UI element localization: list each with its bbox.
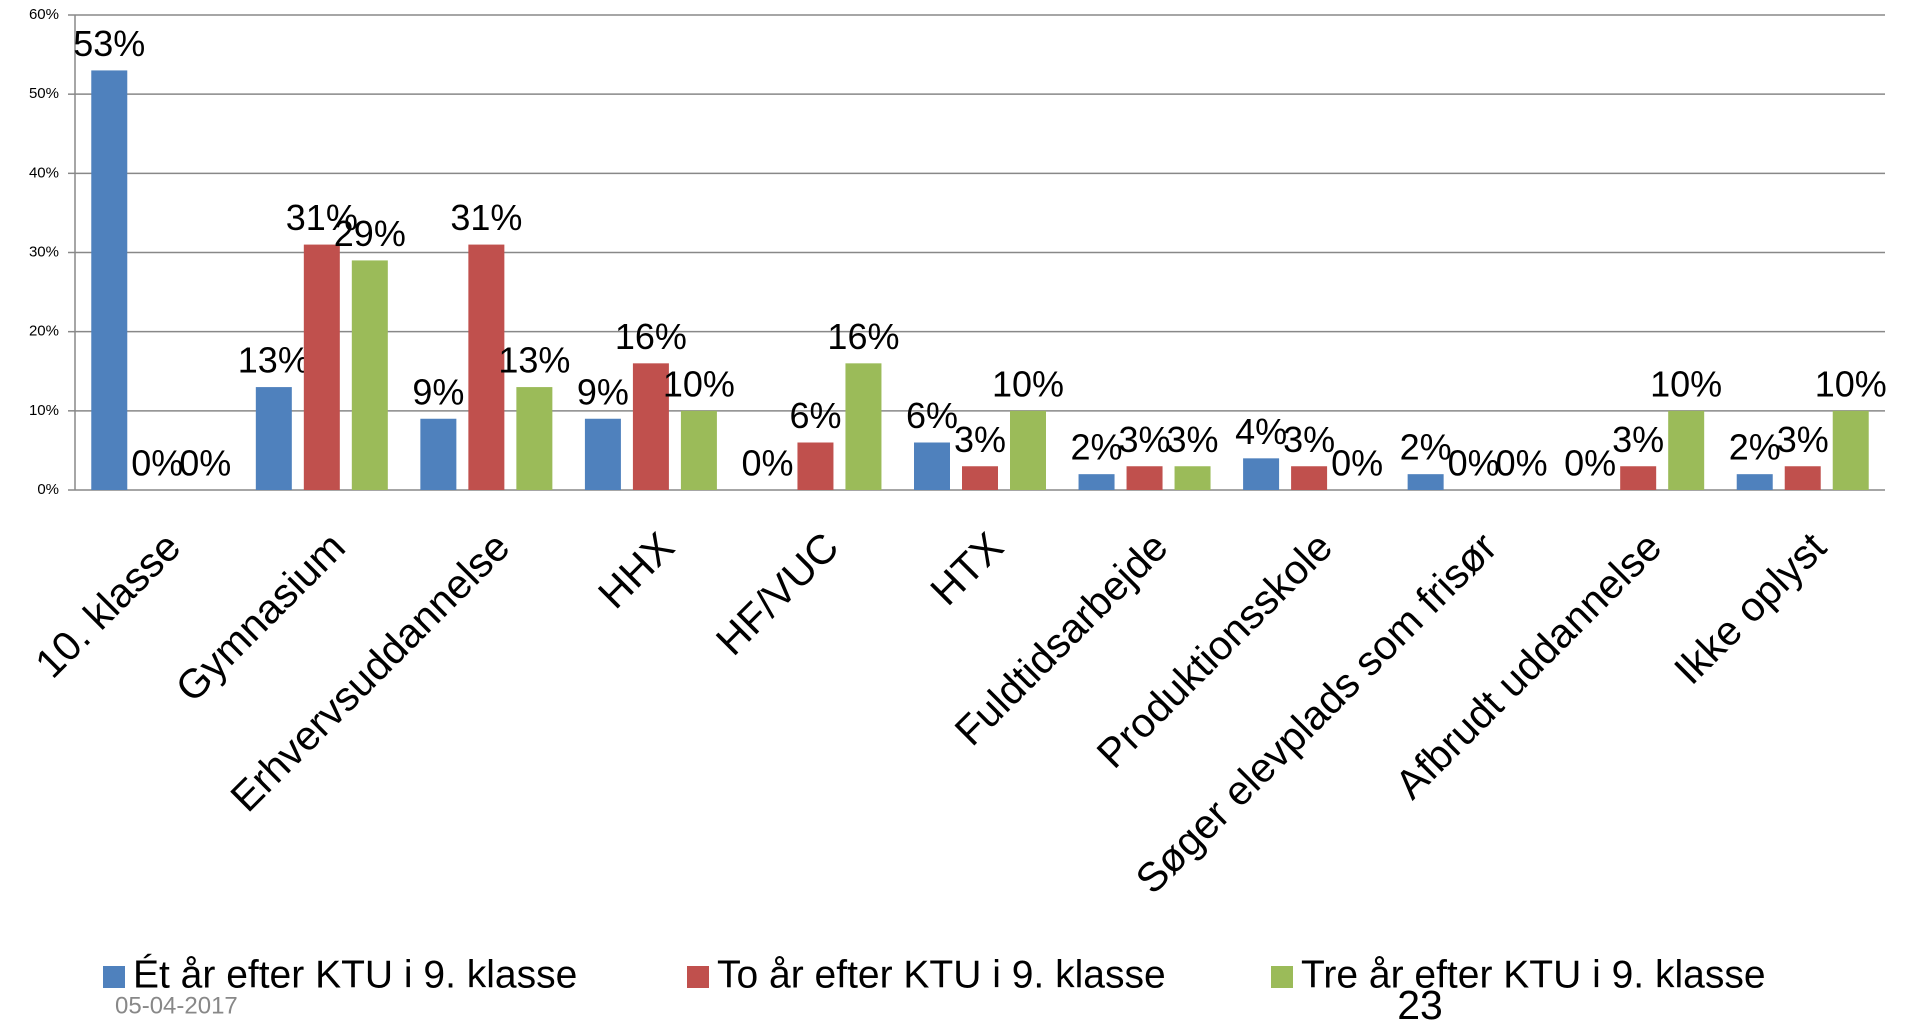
data-label: 16% xyxy=(615,316,687,357)
data-label: 4% xyxy=(1235,411,1287,452)
bar xyxy=(962,466,998,490)
y-tick-label: 20% xyxy=(29,323,59,340)
data-label: 10% xyxy=(992,363,1064,404)
bar xyxy=(1736,474,1773,490)
data-label: 3% xyxy=(1119,419,1171,460)
bar xyxy=(680,410,717,490)
y-tick-label: 10% xyxy=(29,402,59,419)
data-label: 9% xyxy=(412,371,464,412)
legend-label: Ét år efter KTU i 9. klasse xyxy=(133,953,577,996)
x-tick-label: HTX xyxy=(922,523,1013,614)
bar xyxy=(255,387,292,490)
data-label: 2% xyxy=(1729,427,1781,468)
bar xyxy=(914,442,950,490)
data-label: 16% xyxy=(827,316,899,357)
data-label: 2% xyxy=(1400,427,1452,468)
data-label: 31% xyxy=(450,197,522,238)
data-label: 10% xyxy=(1815,363,1887,404)
legend-label: To år efter KTU i 9. klasse xyxy=(717,953,1166,996)
bar xyxy=(1291,466,1328,490)
x-tick-label: HHX xyxy=(589,523,683,617)
bar xyxy=(584,418,621,490)
data-label: 13% xyxy=(238,340,310,381)
data-label: 6% xyxy=(906,395,958,436)
data-label: 3% xyxy=(1283,419,1335,460)
data-label: 10% xyxy=(1650,363,1722,404)
bar xyxy=(351,260,388,490)
x-tick-label: HF/VUC xyxy=(707,523,847,663)
data-label: 29% xyxy=(334,213,406,254)
y-tick-label: 60% xyxy=(29,6,59,23)
bar xyxy=(1784,466,1821,490)
data-label: 0% xyxy=(179,443,231,484)
bar xyxy=(1668,410,1705,490)
data-label: 10% xyxy=(663,363,735,404)
x-tick-label: 10. klasse xyxy=(26,523,189,686)
data-label: 0% xyxy=(1564,443,1616,484)
bar xyxy=(1832,410,1869,490)
bar xyxy=(632,363,669,490)
y-tick-label: 0% xyxy=(37,481,59,498)
data-label: 0% xyxy=(1496,443,1548,484)
bar xyxy=(1010,410,1046,490)
data-label: 31% xyxy=(286,197,358,238)
footer-date: 05-04-2017 xyxy=(115,992,238,1019)
data-label: 0% xyxy=(131,443,183,484)
legend-label: Tre år efter KTU i 9. klasse xyxy=(1301,953,1766,996)
bar xyxy=(1407,474,1444,490)
data-label: 0% xyxy=(1331,443,1383,484)
bar xyxy=(303,244,340,490)
data-label: 3% xyxy=(954,419,1006,460)
bar xyxy=(797,442,834,490)
bar xyxy=(1078,474,1115,490)
bar xyxy=(845,363,882,490)
data-label: 3% xyxy=(1167,419,1219,460)
bar xyxy=(91,70,128,491)
data-label: 3% xyxy=(1612,419,1664,460)
bar xyxy=(1174,466,1211,490)
bar xyxy=(516,387,553,490)
y-tick-label: 50% xyxy=(29,85,59,102)
data-label: 53% xyxy=(73,23,145,64)
data-label: 0% xyxy=(741,443,793,484)
page-number: 23 xyxy=(1397,982,1443,1023)
bar xyxy=(1126,466,1163,490)
bar xyxy=(1620,466,1657,490)
y-tick-label: 40% xyxy=(29,164,59,181)
y-tick-label: 30% xyxy=(29,243,59,260)
data-label: 13% xyxy=(498,340,570,381)
data-label: 9% xyxy=(577,371,629,412)
bar xyxy=(1243,458,1280,490)
legend-swatch xyxy=(1271,966,1293,988)
data-label: 6% xyxy=(789,395,841,436)
legend-swatch xyxy=(103,966,125,988)
x-tick-label: Afbrudt uddannelse xyxy=(1386,523,1670,807)
data-label: 3% xyxy=(1777,419,1829,460)
x-tick-label: Erhvervsuddannelse xyxy=(222,523,519,820)
bar xyxy=(420,418,457,490)
legend-swatch xyxy=(687,966,709,988)
data-label: 0% xyxy=(1448,443,1500,484)
x-tick-label: Ikke oplyst xyxy=(1665,523,1835,693)
data-label: 2% xyxy=(1071,427,1123,468)
bar xyxy=(468,244,505,490)
